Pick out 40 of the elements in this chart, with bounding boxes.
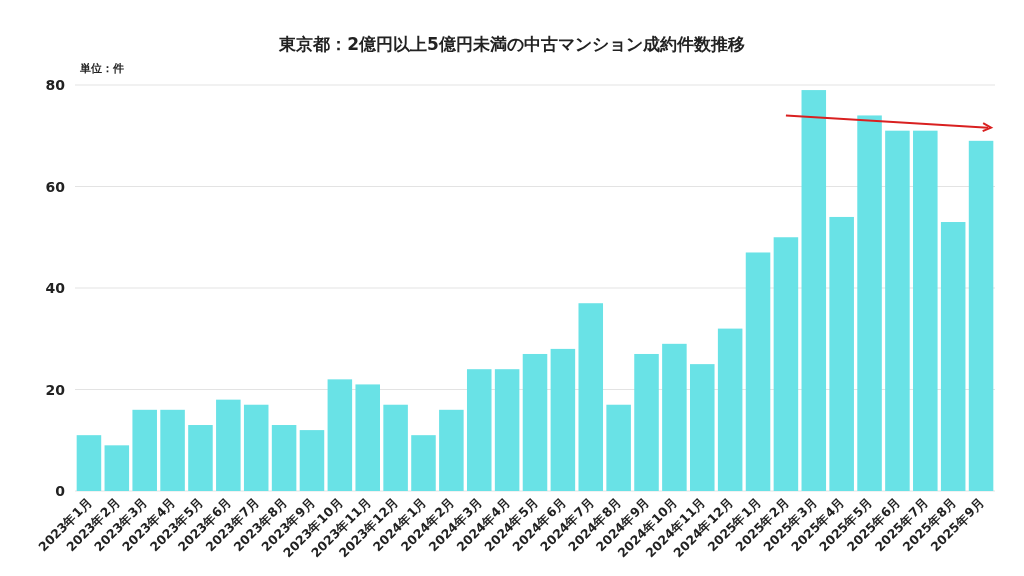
bar bbox=[745, 252, 771, 491]
bar bbox=[690, 364, 715, 491]
bar bbox=[578, 303, 604, 491]
bar bbox=[243, 404, 269, 491]
bar bbox=[968, 140, 994, 491]
chart-title: 東京都：2億円以上5億円未満の中古マンション成約件数推移 bbox=[278, 34, 745, 54]
bar bbox=[913, 130, 938, 491]
bar bbox=[439, 409, 464, 491]
bar bbox=[550, 348, 576, 491]
bar bbox=[466, 369, 492, 491]
y-tick-label: 0 bbox=[55, 483, 66, 499]
bar bbox=[634, 353, 659, 491]
bar bbox=[522, 353, 548, 491]
bar bbox=[801, 90, 827, 491]
y-tick-label: 60 bbox=[45, 178, 66, 195]
bar bbox=[662, 343, 687, 491]
bar bbox=[494, 369, 520, 491]
y-tick-label: 20 bbox=[45, 381, 66, 398]
bar bbox=[132, 409, 157, 491]
bar bbox=[829, 216, 854, 491]
bar bbox=[606, 404, 631, 491]
bar bbox=[271, 425, 297, 491]
bar bbox=[299, 430, 325, 491]
bar bbox=[383, 404, 408, 491]
bar bbox=[160, 409, 185, 491]
bar bbox=[773, 237, 799, 491]
y-axis-title: 単位：件 bbox=[79, 62, 124, 75]
bar bbox=[717, 328, 743, 491]
bar bbox=[355, 384, 380, 491]
bar bbox=[940, 222, 966, 491]
bar bbox=[76, 435, 102, 491]
bar bbox=[216, 399, 241, 491]
bar bbox=[104, 445, 130, 491]
bar bbox=[188, 425, 213, 491]
bar bbox=[411, 435, 436, 491]
bar bbox=[857, 115, 882, 491]
bar bbox=[885, 130, 910, 491]
y-tick-label: 40 bbox=[45, 280, 66, 296]
y-tick-label: 80 bbox=[45, 77, 66, 93]
bar bbox=[327, 379, 353, 491]
